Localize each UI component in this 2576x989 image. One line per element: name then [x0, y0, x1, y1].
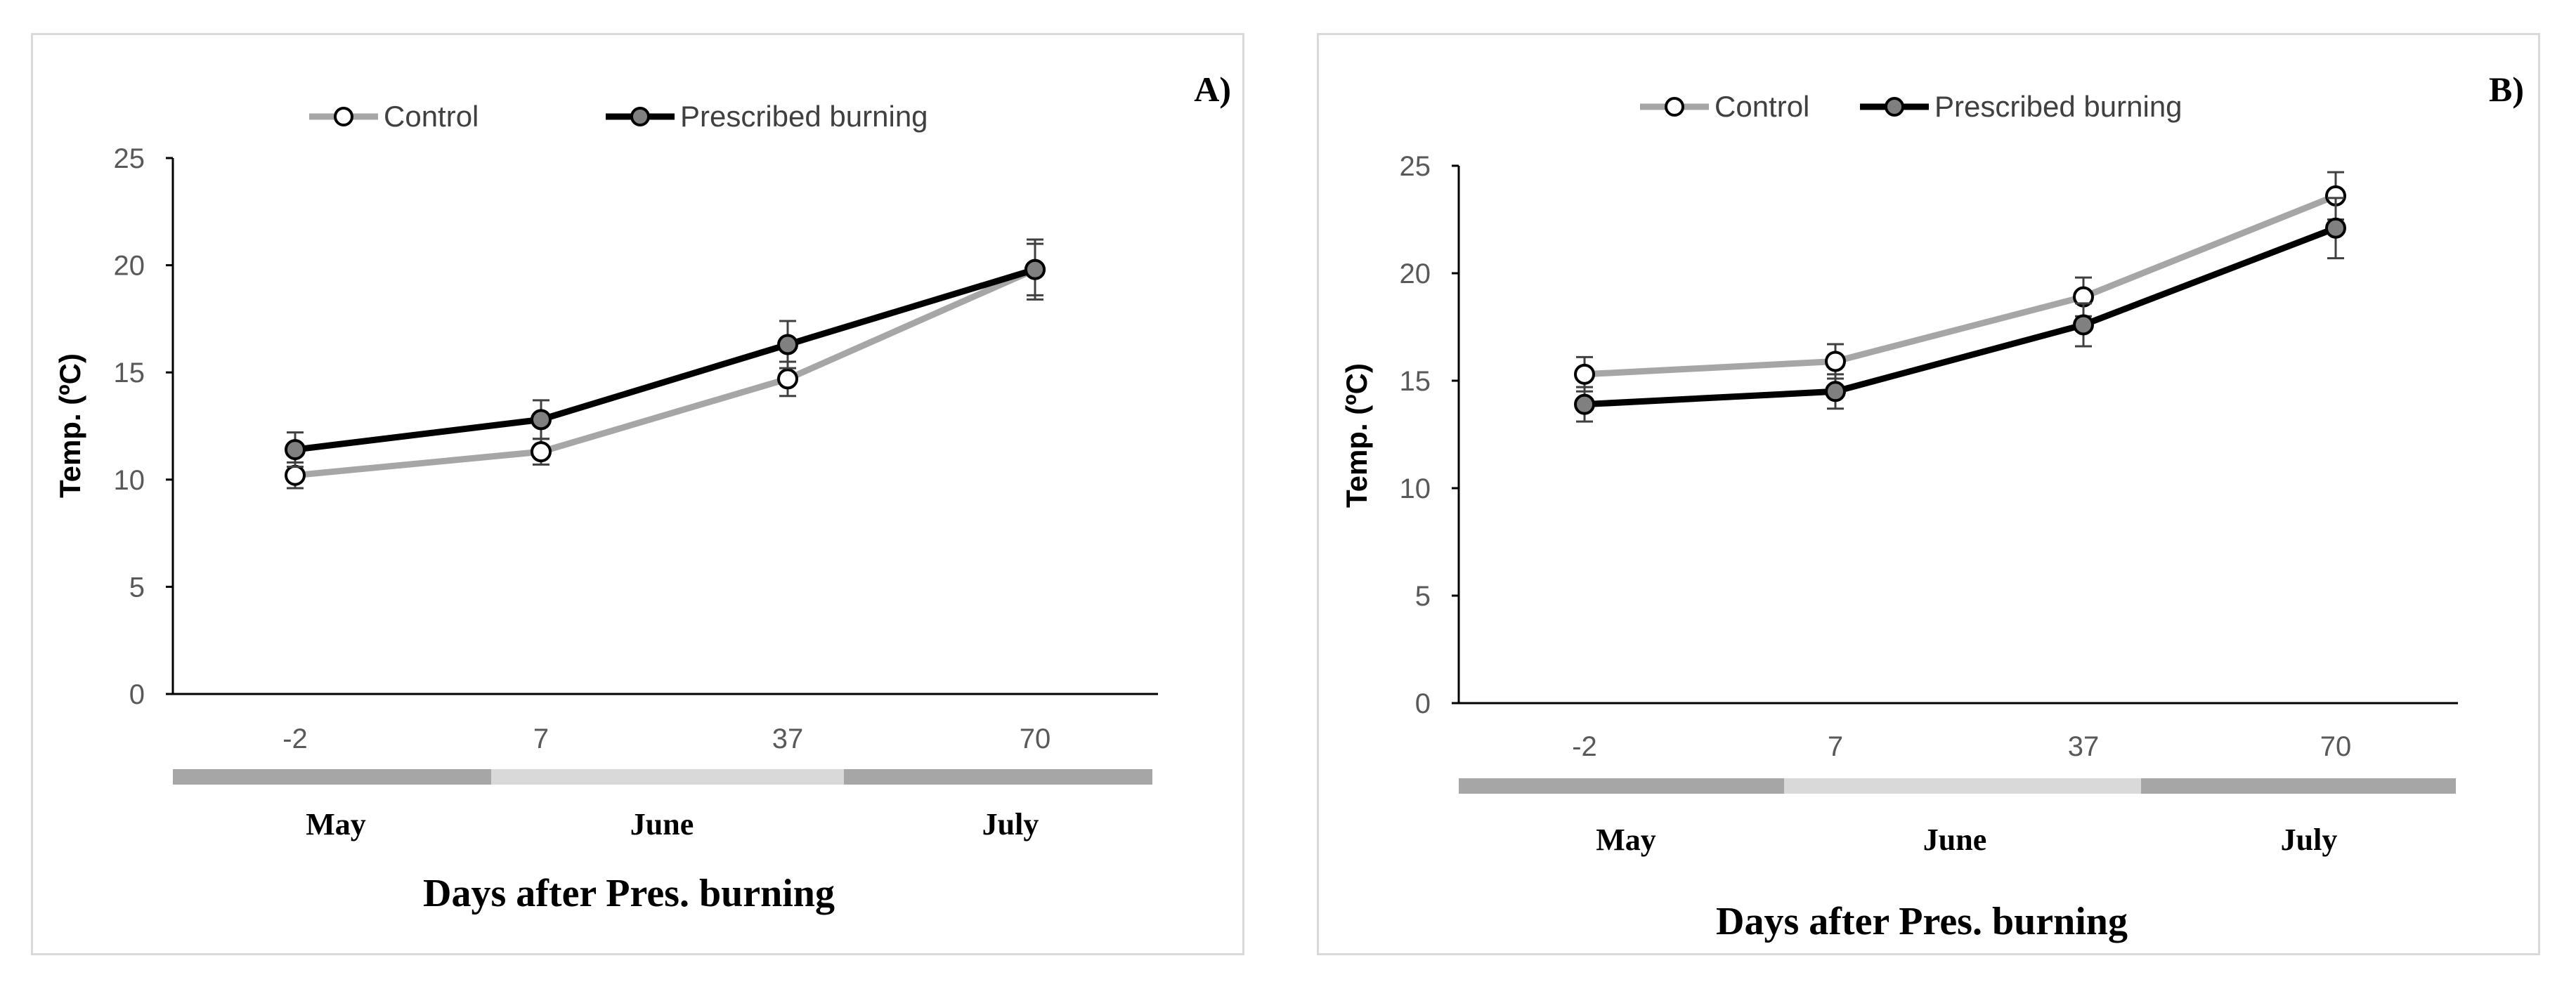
month-band-july	[2141, 778, 2456, 794]
x-tick-label: -2	[282, 723, 308, 754]
data-point-prescribed-burning	[1574, 393, 1595, 415]
legend-label-control: Control	[1715, 90, 1809, 123]
data-point-control	[1574, 363, 1595, 385]
legend-marker-control	[1665, 97, 1684, 117]
y-tick-label: 20	[1400, 258, 1431, 289]
month-label: July	[982, 807, 1039, 841]
series-line-prescribed-burning	[1584, 225, 2337, 408]
month-label: June	[1923, 823, 1986, 857]
series-line-control	[294, 266, 1036, 479]
legend-marker-prescribed-burning	[630, 107, 650, 126]
month-band-june	[1784, 778, 2141, 794]
series-line-prescribed-burning	[294, 266, 1036, 453]
x-tick-label: 37	[772, 723, 804, 754]
data-point-prescribed-burning	[285, 439, 306, 461]
panel-label: A)	[1194, 70, 1231, 109]
month-band-july	[844, 769, 1152, 785]
chart-panel-a: 0 5 10 15 20 25 -2 7 37 70 May June July Days after P…	[31, 33, 1244, 955]
chart-panel-b: 0 5 10 15 20 25 -2 7 37 70 May June July Days after P…	[1317, 33, 2540, 955]
y-tick-label: 25	[1400, 151, 1431, 182]
legend-label-control: Control	[384, 100, 479, 133]
data-point-prescribed-burning	[777, 334, 798, 355]
chart-b-svg: 0 5 10 15 20 25 -2 7 37 70 May June July Days after P…	[1340, 70, 2524, 943]
legend-label-prescribed-burning: Prescribed burning	[1934, 90, 2183, 123]
series-line-control	[1584, 192, 2337, 378]
panel-label: B)	[2489, 70, 2524, 109]
data-point-prescribed-burning	[1024, 258, 1046, 280]
y-axis-title: Temp. (ºC)	[53, 353, 86, 498]
data-point-prescribed-burning	[2073, 314, 2094, 336]
data-point-prescribed-burning	[1825, 381, 1846, 402]
y-tick-label: 5	[129, 572, 145, 603]
month-band-june	[491, 769, 844, 785]
legend-label-prescribed-burning: Prescribed burning	[680, 100, 928, 133]
month-label: July	[2281, 823, 2338, 857]
y-tick-label: 10	[1400, 473, 1431, 504]
data-point-prescribed-burning	[2325, 217, 2346, 239]
x-tick-label: -2	[1572, 731, 1597, 762]
y-tick-label: 15	[114, 358, 145, 388]
x-tick-label: 70	[2320, 731, 2352, 762]
legend-marker-prescribed-burning	[1885, 97, 1904, 117]
data-point-control	[285, 464, 306, 486]
legend-marker-control	[334, 107, 353, 126]
month-band-may	[1459, 778, 1784, 794]
x-tick-label: 7	[1828, 731, 1843, 762]
y-tick-label: 15	[1400, 366, 1431, 397]
x-tick-label: 37	[2068, 731, 2100, 762]
x-axis-title: Days after Pres. burning	[423, 872, 835, 915]
month-band-may	[173, 769, 491, 785]
y-tick-label: 0	[1415, 688, 1431, 719]
month-label: June	[630, 807, 694, 841]
x-axis-title: Days after Pres. burning	[1716, 900, 2128, 943]
y-axis-title: Temp. (ºC)	[1340, 363, 1373, 508]
month-label: May	[306, 807, 366, 841]
data-point-control	[777, 368, 798, 390]
data-point-control	[1825, 351, 1846, 372]
y-tick-label: 20	[114, 251, 145, 282]
month-label: May	[1596, 823, 1656, 857]
x-tick-label: 70	[1020, 723, 1051, 754]
x-tick-label: 7	[533, 723, 549, 754]
data-point-prescribed-burning	[531, 409, 552, 431]
y-tick-label: 10	[114, 465, 145, 496]
chart-a-svg: 0 5 10 15 20 25 -2 7 37 70 May June July Days after P…	[53, 70, 1231, 915]
data-point-control	[531, 441, 552, 463]
y-tick-label: 5	[1415, 581, 1431, 612]
y-tick-label: 25	[114, 143, 145, 174]
y-tick-label: 0	[129, 679, 145, 710]
